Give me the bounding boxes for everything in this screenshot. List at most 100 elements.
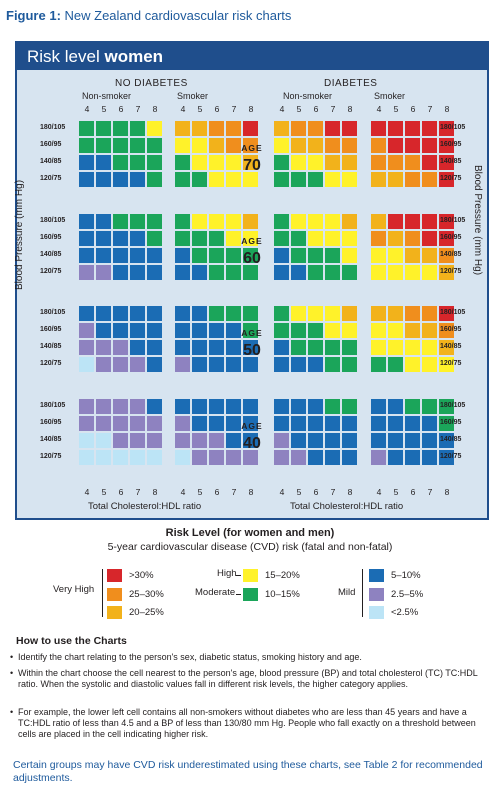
legend-subtitle: 5-year cardiovascular disease (CVD) risk… xyxy=(107,541,393,553)
risk-cell xyxy=(439,340,454,355)
risk-cell xyxy=(325,340,340,355)
risk-cell xyxy=(79,138,94,153)
risk-cell xyxy=(371,265,386,280)
risk-cell xyxy=(439,450,454,465)
risk-cell xyxy=(422,323,437,338)
bp-label-right: 160/95 xyxy=(440,234,462,241)
risk-cell xyxy=(243,265,258,280)
risk-cell xyxy=(291,416,306,431)
risk-cell xyxy=(388,340,403,355)
risk-cell xyxy=(175,265,190,280)
risk-cell xyxy=(79,399,94,414)
risk-cell xyxy=(422,138,437,153)
risk-cell xyxy=(79,172,94,187)
risk-cell xyxy=(274,416,289,431)
risk-cell xyxy=(113,450,128,465)
risk-cell xyxy=(325,214,340,229)
bp-label-right: 180/105 xyxy=(440,217,466,224)
bp-label-left: 160/95 xyxy=(40,326,62,333)
bp-label-left: 140/85 xyxy=(40,343,62,350)
risk-cell xyxy=(243,248,258,263)
risk-cell xyxy=(291,231,306,246)
header-no-diabetes: NO DIABETES xyxy=(115,78,188,89)
risk-cell xyxy=(371,138,386,153)
risk-cell xyxy=(371,248,386,263)
risk-cell xyxy=(388,357,403,372)
risk-cell xyxy=(422,214,437,229)
risk-cell xyxy=(388,231,403,246)
risk-cell xyxy=(243,450,258,465)
legend-connector xyxy=(236,575,241,576)
risk-cell xyxy=(274,121,289,136)
cholesterol-tick-top: 4 xyxy=(84,104,90,114)
risk-cell xyxy=(325,357,340,372)
age-label: AGE xyxy=(241,421,263,431)
risk-cell xyxy=(405,323,420,338)
legend-group-moderate: Moderate xyxy=(195,587,236,598)
risk-cell xyxy=(209,138,224,153)
cholesterol-tick-top: 5 xyxy=(393,104,399,114)
legend-connector xyxy=(236,594,241,595)
risk-cell xyxy=(96,138,111,153)
risk-cell xyxy=(79,248,94,263)
risk-cell xyxy=(175,433,190,448)
risk-cell xyxy=(175,248,190,263)
risk-cell xyxy=(243,172,258,187)
risk-cell xyxy=(405,450,420,465)
risk-cell xyxy=(209,399,224,414)
cholesterol-tick-bottom: 5 xyxy=(393,487,399,497)
age-label: AGE xyxy=(241,143,263,153)
risk-cell xyxy=(243,121,258,136)
cholesterol-tick-top: 8 xyxy=(248,104,254,114)
y-axis-title-right: Blood Pressure (mm Hg) xyxy=(472,165,483,276)
cholesterol-tick-top: 8 xyxy=(152,104,158,114)
legend-swatch xyxy=(107,569,122,582)
legend-swatch xyxy=(369,588,384,601)
risk-cell xyxy=(209,323,224,338)
panel-title: Risk level women xyxy=(17,43,487,70)
risk-cell xyxy=(192,265,207,280)
risk-cell xyxy=(96,172,111,187)
risk-cell xyxy=(405,399,420,414)
risk-cell xyxy=(130,121,145,136)
risk-cell xyxy=(439,172,454,187)
risk-cell xyxy=(405,265,420,280)
risk-cell xyxy=(308,306,323,321)
risk-cell xyxy=(209,214,224,229)
risk-cell xyxy=(405,231,420,246)
risk-cell xyxy=(113,323,128,338)
risk-cell xyxy=(243,399,258,414)
risk-cell xyxy=(439,231,454,246)
risk-cell xyxy=(274,340,289,355)
cholesterol-tick-bottom: 8 xyxy=(347,487,353,497)
risk-cell xyxy=(79,214,94,229)
risk-cell xyxy=(192,231,207,246)
risk-cell xyxy=(113,231,128,246)
bp-label-left: 160/95 xyxy=(40,419,62,426)
risk-cell xyxy=(79,340,94,355)
risk-cell xyxy=(147,231,162,246)
cholesterol-tick-bottom: 4 xyxy=(180,487,186,497)
risk-cell xyxy=(388,399,403,414)
risk-cell xyxy=(192,340,207,355)
risk-cell xyxy=(209,155,224,170)
risk-cell xyxy=(130,416,145,431)
risk-cell xyxy=(405,357,420,372)
bp-label-left: 140/85 xyxy=(40,251,62,258)
risk-cell xyxy=(308,214,323,229)
risk-cell xyxy=(308,433,323,448)
cholesterol-tick-top: 5 xyxy=(296,104,302,114)
risk-cell xyxy=(192,172,207,187)
risk-cell xyxy=(291,306,306,321)
risk-cell xyxy=(274,357,289,372)
risk-cell xyxy=(274,155,289,170)
risk-cell xyxy=(243,357,258,372)
risk-cell xyxy=(243,306,258,321)
bp-label-left: 120/75 xyxy=(40,360,62,367)
bp-label-right: 160/95 xyxy=(440,326,462,333)
legend-group-high: High xyxy=(217,568,237,579)
risk-cell xyxy=(422,231,437,246)
risk-cell xyxy=(79,450,94,465)
risk-cell xyxy=(274,399,289,414)
cholesterol-tick-top: 7 xyxy=(135,104,141,114)
